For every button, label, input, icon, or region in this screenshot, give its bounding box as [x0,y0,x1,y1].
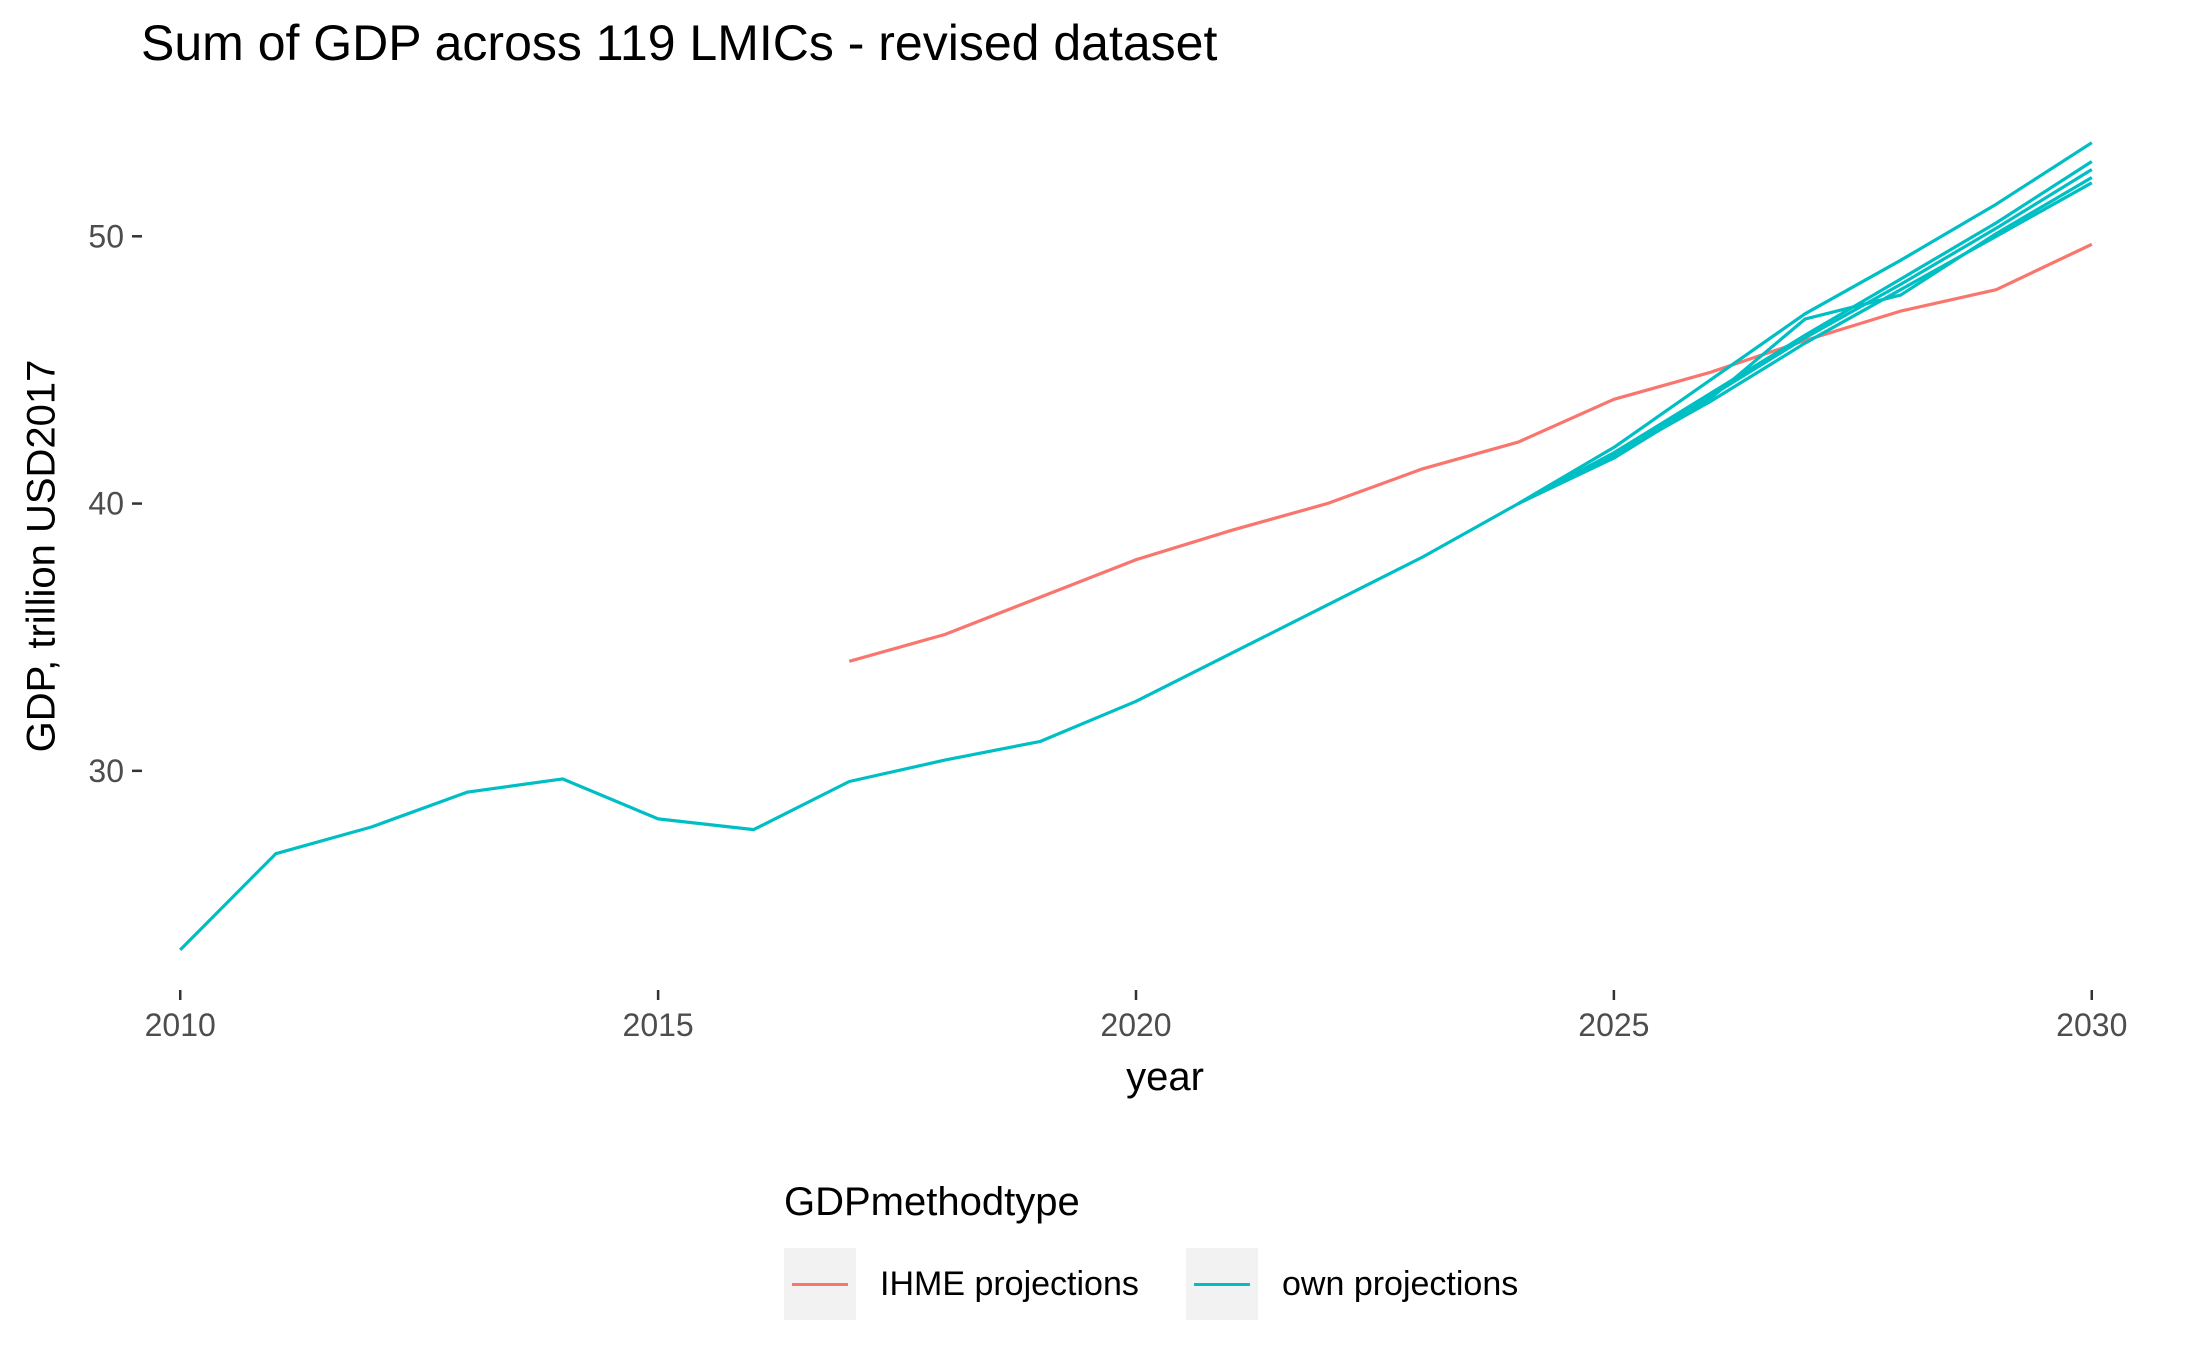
legend-title: GDPmethodtype [784,1180,1080,1224]
chart-title: Sum of GDP across 119 LMICs - revised da… [141,15,1218,71]
legend-item-ihme: IHME projections [784,1248,1139,1320]
x-tick-label: 2025 [1578,1007,1649,1043]
x-tick-label: 2015 [623,1007,694,1043]
own-projections-line-1 [179,141,2093,952]
x-tick-label: 2030 [2056,1007,2127,1043]
own-projections-line-4 [1517,176,2093,506]
x-axis-label: year [1126,1055,1204,1099]
legend-swatch-ihme [792,1283,848,1286]
legend-key-own [1186,1248,1258,1320]
own-projections-line-5 [1517,181,2093,506]
legend-label-ihme: IHME projections [880,1264,1139,1303]
legend-swatch-own [1194,1283,1250,1286]
y-tick-label: 30 [88,753,124,789]
ihme-projections-line [848,242,2093,663]
y-tick-label: 50 [88,218,124,254]
own-projections-line-2 [1517,160,2093,506]
x-tick-label: 2010 [145,1007,216,1043]
x-tick-label: 2020 [1100,1007,1171,1043]
legend-item-own: own projections [1186,1248,1518,1320]
legend-label-own: own projections [1282,1264,1519,1303]
legend-key-ihme [784,1248,856,1320]
y-tick-label: 40 [88,486,124,522]
